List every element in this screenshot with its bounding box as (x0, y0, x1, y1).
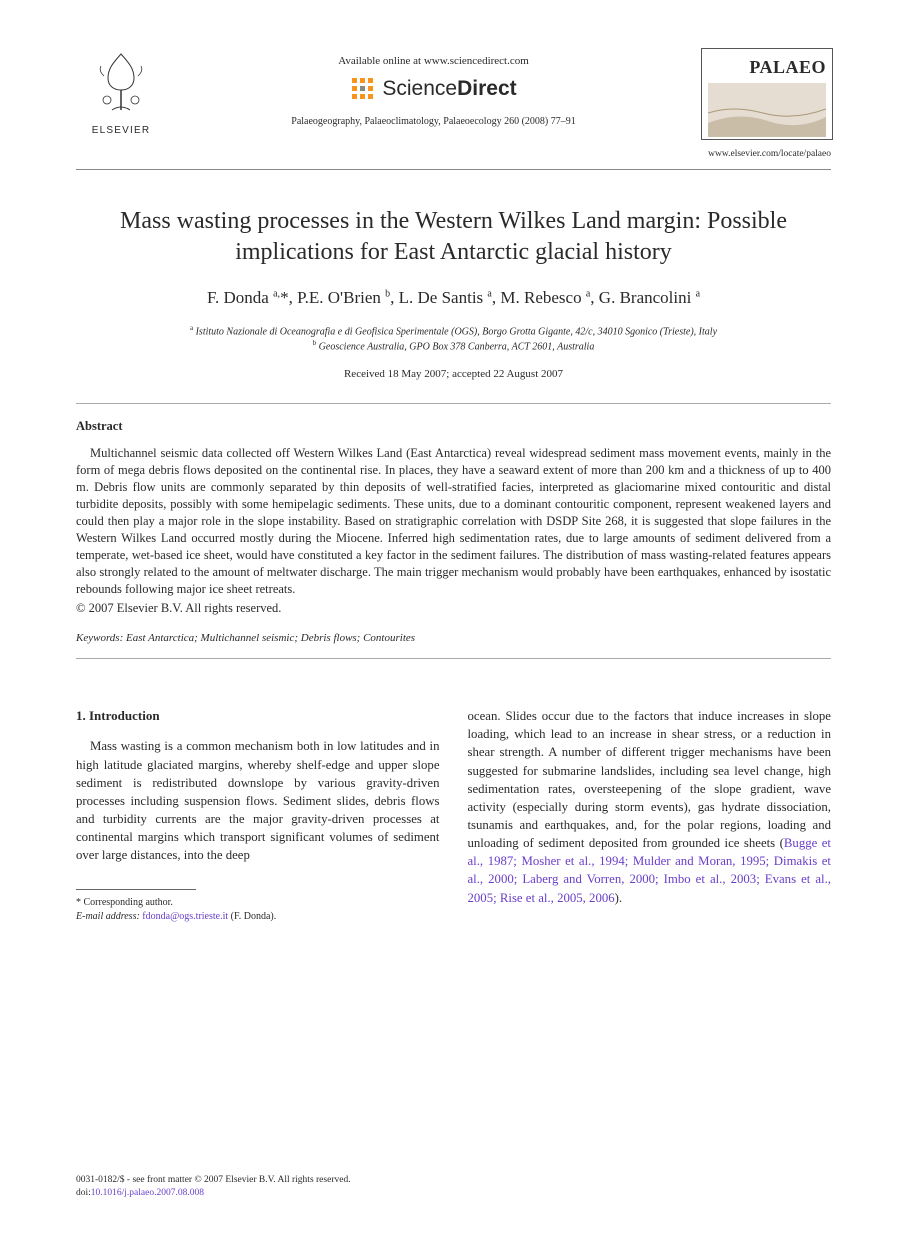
keywords-line: Keywords: East Antarctica; Multichannel … (76, 631, 831, 646)
intro-right-tail: ). (615, 891, 622, 905)
article-title: Mass wasting processes in the Western Wi… (76, 206, 831, 269)
palaeo-cover-box: PALAEO (701, 48, 833, 140)
journal-brand-block: PALAEO www.elsevier.com/locate/palaeo (701, 48, 831, 161)
affiliation-b-text: Geoscience Australia, GPO Box 378 Canber… (319, 342, 595, 353)
footnote-rule (76, 889, 196, 890)
column-right: ocean. Slides occur due to the factors t… (468, 707, 832, 924)
page-footer: 0031-0182/$ - see front matter © 2007 El… (76, 1174, 831, 1200)
author-email-link[interactable]: fdonda@ogs.trieste.it (142, 911, 228, 922)
intro-para-right: ocean. Slides occur due to the factors t… (468, 707, 832, 907)
keywords-label: Keywords: (76, 632, 123, 644)
doi-label: doi: (76, 1188, 91, 1198)
sciencedirect-logo: ScienceDirect (166, 75, 701, 103)
keywords-list: East Antarctica; Multichannel seismic; D… (126, 632, 415, 644)
journal-reference: Palaeogeography, Palaeoclimatology, Pala… (166, 115, 701, 129)
header-center: Available online at www.sciencedirect.co… (166, 48, 701, 129)
author-list: F. Donda a,*, P.E. O'Brien b, L. De Sant… (76, 287, 831, 310)
sciencedirect-wordmark: ScienceDirect (382, 75, 516, 103)
journal-url: www.elsevier.com/locate/palaeo (701, 148, 831, 161)
intro-right-text: ocean. Slides occur due to the factors t… (468, 709, 832, 850)
abstract-top-rule (76, 403, 831, 404)
sd-word-science: Science (382, 77, 457, 100)
palaeo-title: PALAEO (708, 55, 826, 79)
available-online-text: Available online at www.sciencedirect.co… (166, 54, 701, 69)
abstract-copyright: © 2007 Elsevier B.V. All rights reserved… (76, 600, 831, 617)
elsevier-logo-block: ELSEVIER (76, 48, 166, 138)
doi-link[interactable]: 10.1016/j.palaeo.2007.08.008 (91, 1188, 204, 1198)
header-rule (76, 169, 831, 170)
elsevier-label: ELSEVIER (76, 124, 166, 138)
sciencedirect-burst-icon (350, 76, 376, 102)
email-footnote: E-mail address: fdonda@ogs.trieste.it (F… (76, 910, 440, 924)
intro-para-left: Mass wasting is a common mechanism both … (76, 737, 440, 864)
footer-doi-line: doi:10.1016/j.palaeo.2007.08.008 (76, 1187, 831, 1200)
email-tail: (F. Donda). (231, 911, 277, 922)
abstract-heading: Abstract (76, 418, 831, 435)
body-columns: 1. Introduction Mass wasting is a common… (76, 707, 831, 924)
email-label: E-mail address: (76, 911, 140, 922)
abstract-body: Multichannel seismic data collected off … (76, 445, 831, 598)
column-left: 1. Introduction Mass wasting is a common… (76, 707, 440, 924)
affiliation-a: a Istituto Nazionale di Oceanografia e d… (76, 324, 831, 339)
section-1-heading: 1. Introduction (76, 707, 440, 725)
keywords-bottom-rule (76, 658, 831, 659)
palaeo-cover-image (708, 83, 826, 137)
sd-word-direct: Direct (457, 77, 517, 100)
corresponding-author-note: * Corresponding author. (76, 896, 440, 910)
affiliation-a-text: Istituto Nazionale di Oceanografia e di … (196, 326, 717, 337)
affiliation-b: b Geoscience Australia, GPO Box 378 Canb… (76, 339, 831, 354)
page-header: ELSEVIER Available online at www.science… (76, 48, 831, 161)
article-dates: Received 18 May 2007; accepted 22 August… (76, 367, 831, 382)
footer-copyright: 0031-0182/$ - see front matter © 2007 El… (76, 1174, 831, 1187)
elsevier-tree-icon (84, 48, 158, 122)
